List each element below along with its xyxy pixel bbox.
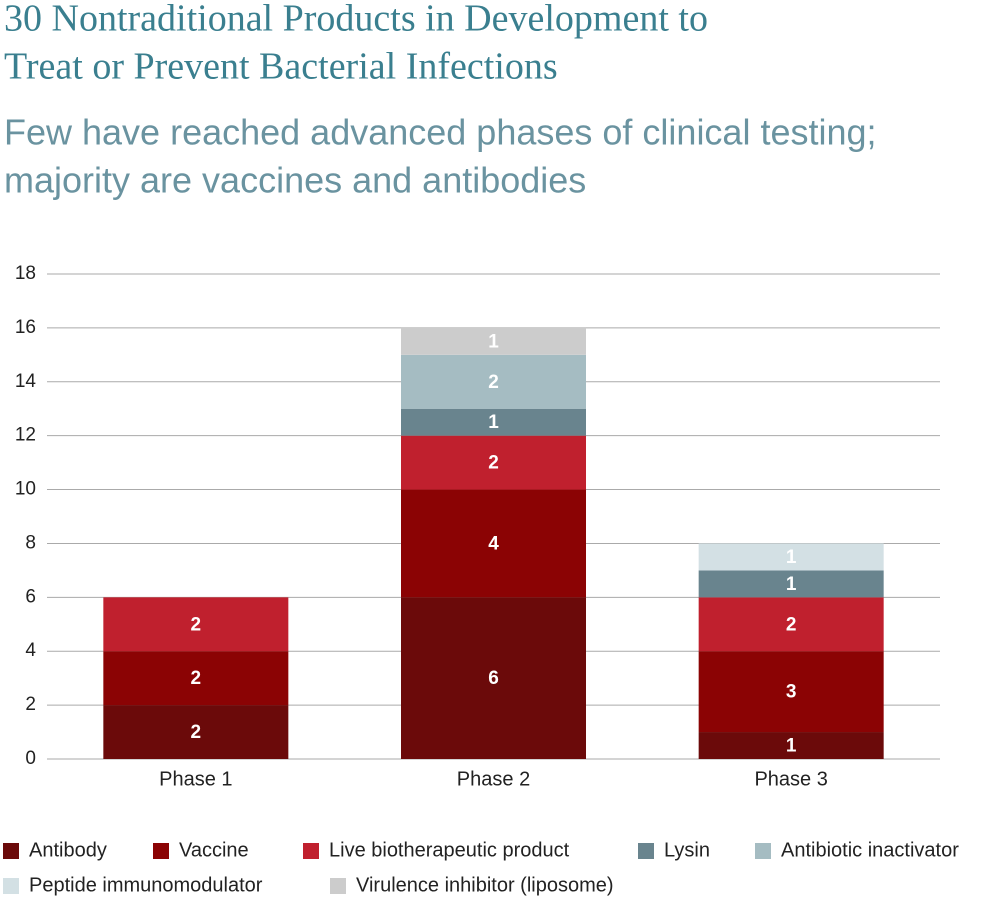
- bar-segment: [698, 570, 884, 598]
- bar-segment: [698, 732, 884, 759]
- bar-segment: [103, 705, 289, 759]
- bar-segment: [401, 408, 586, 436]
- y-tick-label: 10: [15, 479, 36, 500]
- x-tick-label: Phase 1: [159, 768, 232, 790]
- y-tick-label: 6: [25, 586, 36, 607]
- value-label: 4: [488, 533, 499, 554]
- value-label: 2: [488, 453, 499, 474]
- y-tick-label: 12: [15, 425, 36, 446]
- chart-subtitle: Few have reached advanced phases of clin…: [4, 112, 877, 153]
- value-label: 1: [488, 412, 499, 433]
- legend-label: Vaccine: [179, 839, 249, 861]
- legend-label: Antibiotic inactivator: [781, 839, 959, 861]
- legend-label: Antibody: [29, 839, 107, 861]
- value-label: 2: [191, 722, 202, 743]
- bar-segment: [103, 651, 289, 706]
- bar-segment: [698, 651, 884, 733]
- y-tick-label: 16: [15, 317, 36, 338]
- legend-swatch: [755, 843, 771, 859]
- value-label: 2: [191, 614, 202, 635]
- value-label: 1: [488, 331, 499, 352]
- legend-label: Virulence inhibitor (liposome): [356, 874, 614, 896]
- bar-segment: [401, 597, 586, 759]
- legend-swatch: [638, 843, 654, 859]
- legend-swatch: [3, 843, 19, 859]
- legend-swatch: [3, 878, 19, 894]
- value-label: 2: [786, 614, 797, 635]
- bar-segment: [401, 354, 586, 409]
- legend-swatch: [153, 843, 169, 859]
- bar-segment: [103, 597, 289, 652]
- bar-segment: [401, 489, 586, 598]
- legend-label: Peptide immunomodulator: [29, 874, 263, 896]
- legend-swatch: [303, 843, 319, 859]
- y-tick-label: 0: [25, 748, 36, 769]
- value-label: 1: [786, 736, 797, 757]
- bar-segment: [698, 597, 884, 652]
- x-tick-label: Phase 2: [457, 768, 530, 790]
- bar-segment: [401, 435, 586, 490]
- value-label: 2: [191, 668, 202, 689]
- chart-title: Treat or Prevent Bacterial Infections: [4, 46, 558, 88]
- bar-segment: [698, 543, 884, 571]
- chart-title: 30 Nontraditional Products in Developmen…: [4, 0, 708, 40]
- y-tick-label: 14: [15, 371, 37, 392]
- value-label: 6: [488, 668, 499, 689]
- bar-segment: [401, 327, 586, 355]
- y-tick-label: 4: [25, 640, 36, 661]
- legend-label: Lysin: [664, 839, 710, 861]
- legend-label: Live biotherapeutic product: [329, 839, 570, 861]
- value-label: 1: [786, 574, 797, 595]
- y-tick-label: 8: [25, 532, 36, 553]
- value-label: 3: [786, 682, 797, 703]
- y-tick-label: 18: [15, 263, 36, 284]
- value-label: 1: [786, 547, 797, 568]
- legend-swatch: [330, 878, 346, 894]
- y-tick-label: 2: [25, 694, 36, 715]
- value-label: 2: [488, 372, 499, 393]
- chart-subtitle: majority are vaccines and antibodies: [4, 160, 586, 201]
- x-tick-label: Phase 3: [754, 768, 827, 790]
